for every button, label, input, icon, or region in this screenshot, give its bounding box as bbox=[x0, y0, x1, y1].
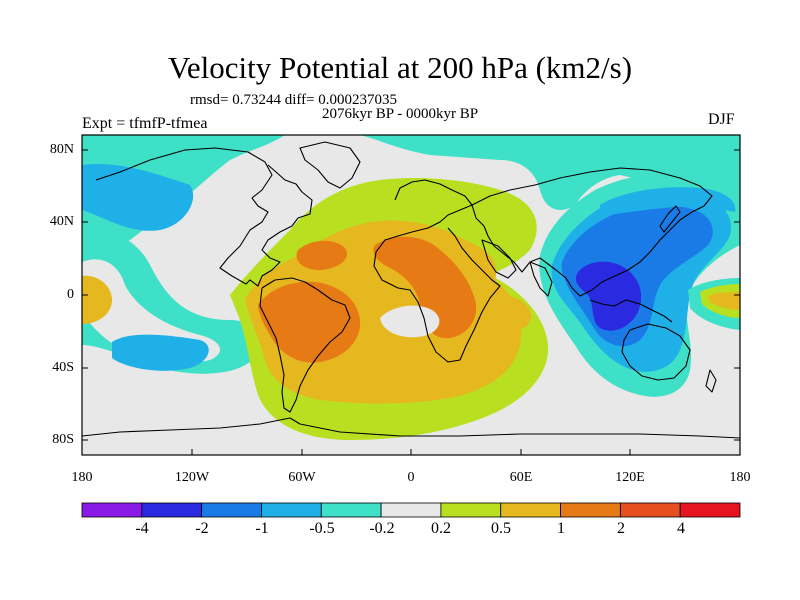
lon-label-120w: 120W bbox=[174, 470, 210, 485]
coast-indonesia bbox=[589, 299, 673, 323]
colorbar-label: 1 bbox=[557, 520, 565, 537]
contour-east-pacific-gold bbox=[708, 292, 740, 310]
colorbar-box bbox=[440, 502, 502, 518]
axis-ticks bbox=[81, 149, 741, 455]
season-label: DJF bbox=[708, 111, 735, 128]
coast-india bbox=[529, 261, 553, 297]
colorbar-label: -0.5 bbox=[309, 520, 335, 537]
coast-asia bbox=[471, 167, 713, 297]
contour-positive-orange-east bbox=[373, 236, 477, 339]
contour-pacific-gap bbox=[82, 259, 221, 363]
colorbar-label: 4 bbox=[677, 520, 685, 537]
contour-pacific-cyan bbox=[112, 334, 209, 371]
colorbar-label: 0.5 bbox=[491, 520, 511, 537]
colorbar-label: -4 bbox=[135, 520, 149, 537]
contour-gulf-orange bbox=[296, 240, 348, 271]
coast-north-america bbox=[95, 147, 313, 287]
coastlines bbox=[82, 141, 740, 439]
colorbar-label: 2 bbox=[617, 520, 625, 537]
colorbar-box bbox=[619, 502, 681, 518]
plot-title: Velocity Potential at 200 hPa (km2/s) bbox=[167, 50, 633, 85]
lat-label-80s: 80S bbox=[52, 432, 74, 447]
colorbar-box bbox=[500, 502, 561, 518]
coast-australia bbox=[621, 323, 691, 381]
colorbar-box bbox=[679, 502, 741, 518]
colorbar-label: -2 bbox=[195, 520, 209, 537]
colorbar-box bbox=[380, 502, 442, 518]
coast-japan bbox=[659, 205, 681, 233]
colorbar-box bbox=[261, 502, 322, 518]
lat-label-80n: 80N bbox=[49, 142, 74, 157]
experiment-label: Expt = tfmfP-tfmea bbox=[82, 115, 208, 132]
lon-label-60w: 60W bbox=[288, 470, 316, 485]
colorbar-box bbox=[141, 502, 203, 518]
colorbar bbox=[81, 502, 741, 518]
coast-greenland bbox=[299, 141, 361, 189]
coast-antarctica bbox=[82, 417, 740, 439]
colorbar-label: 0.2 bbox=[431, 520, 451, 537]
contour-inner-gap bbox=[380, 305, 440, 338]
contour-indian-gold bbox=[487, 295, 532, 331]
lon-label-0: 0 bbox=[407, 470, 415, 485]
colorbar-box bbox=[201, 502, 262, 518]
lon-label-180w: 180 bbox=[71, 470, 93, 485]
coast-arabia bbox=[481, 239, 517, 279]
colorbar-box bbox=[81, 502, 143, 518]
lon-label-180e: 180 bbox=[729, 470, 751, 485]
stats-line: rmsd= 0.73244 diff= 0.000237035 bbox=[190, 92, 398, 108]
lat-label-0: 0 bbox=[67, 287, 74, 302]
contour-dateline-gold bbox=[82, 275, 112, 324]
coast-europe-africa bbox=[373, 179, 501, 363]
colorbar-box bbox=[560, 502, 621, 518]
lon-label-60e: 60E bbox=[509, 470, 533, 485]
coast-new-zealand bbox=[705, 369, 717, 393]
contour-north-cyan bbox=[82, 164, 194, 231]
colorbar-box bbox=[320, 502, 382, 518]
lat-label-40s: 40S bbox=[52, 360, 74, 375]
colorbar-label: -0.2 bbox=[369, 520, 395, 537]
period-label: 2076kyr BP - 0000kyr BP bbox=[322, 106, 479, 122]
lat-label-40n: 40N bbox=[49, 214, 74, 229]
contour-positive-orange-west bbox=[258, 281, 361, 363]
coast-south-america bbox=[259, 277, 351, 413]
colorbar-label: -1 bbox=[255, 520, 269, 537]
contour-field bbox=[82, 135, 740, 455]
contour-north-pacific-cyan bbox=[600, 187, 736, 215]
contour-north-band bbox=[82, 135, 740, 270]
contour-negative-navy bbox=[575, 261, 642, 331]
lon-label-120e: 120E bbox=[615, 470, 645, 485]
